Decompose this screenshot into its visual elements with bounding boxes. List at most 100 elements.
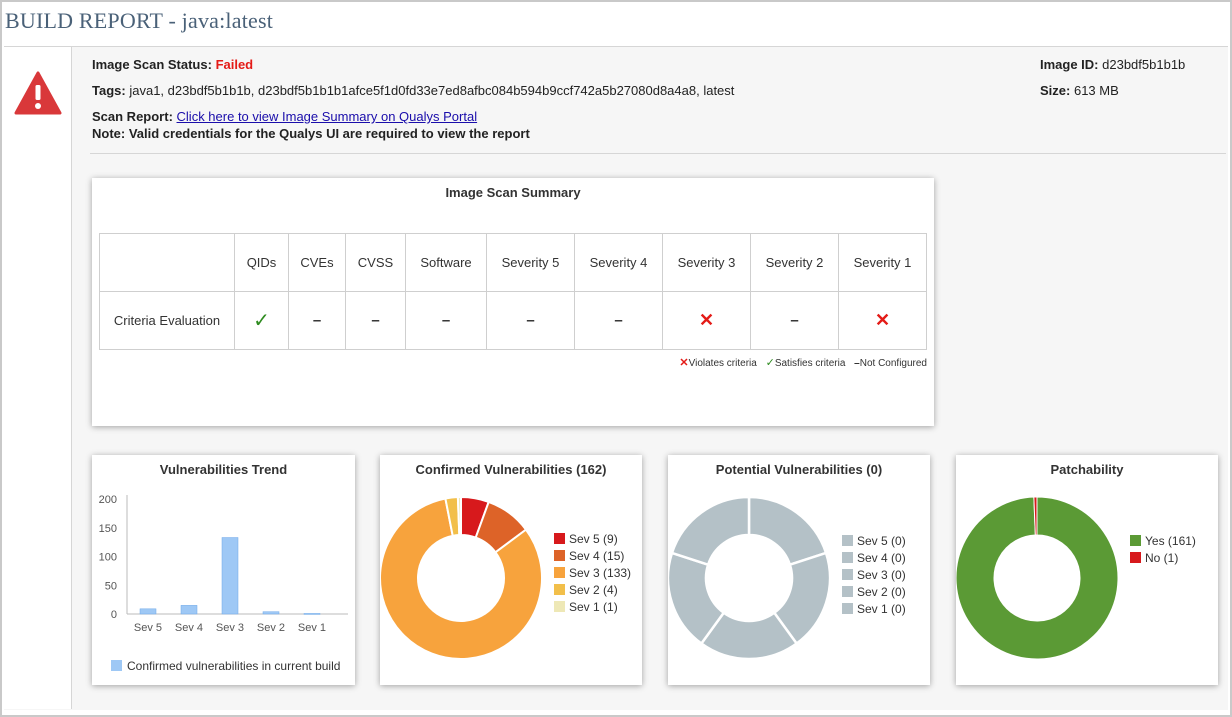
y-tick-label: 50 [105, 580, 117, 592]
cross-icon: ✕ [874, 310, 891, 330]
tags-row: Tags: java1, d23bdf5b1b1b, d23bdf5b1b1b1… [92, 83, 734, 98]
patchability-legend-item[interactable]: No (1) [1130, 551, 1196, 568]
legend-swatch [842, 603, 853, 614]
qualys-portal-link[interactable]: Click here to view Image Summary on Qual… [176, 109, 478, 124]
size-value: 613 MB [1073, 83, 1119, 98]
potential-slice[interactable] [670, 495, 751, 567]
legend-label: Sev 4 (15) [569, 549, 625, 563]
y-tick-label: 200 [99, 494, 117, 506]
trend-legend-swatch [111, 660, 122, 671]
patchability-legend: Yes (161) No (1) [1130, 534, 1196, 568]
scan-status-label: Image Scan Status: [92, 57, 212, 72]
confirmed-legend-item[interactable]: Sev 2 (4) [554, 583, 631, 600]
violates-icon: ✕ [679, 357, 689, 369]
check-icon: ✓ [253, 310, 270, 332]
scan-status-value: Failed [215, 57, 254, 72]
warning-icon [14, 71, 62, 115]
x-tick-label: Sev 1 [298, 622, 326, 634]
trend-bar[interactable] [303, 613, 321, 615]
dash-icon: – [526, 312, 535, 329]
criteria-table: QIDs CVEs CVSS Software Severity 5 Sever… [99, 233, 927, 350]
trend-bar[interactable] [180, 605, 198, 615]
credentials-note: Note: Valid credentials for the Qualys U… [92, 126, 530, 141]
legend-label: Sev 1 (0) [857, 602, 906, 616]
legend-swatch [842, 552, 853, 563]
legend-label: Sev 3 (133) [569, 566, 632, 580]
legend-swatch [554, 550, 565, 561]
image-id-row: Image ID: d23bdf5b1b1b [1040, 57, 1185, 72]
confirmed-slice[interactable] [380, 497, 543, 660]
x-tick-label: Sev 5 [134, 622, 162, 634]
trend-bar[interactable] [262, 611, 280, 615]
legend-swatch [842, 569, 853, 580]
size-label: Size: [1040, 83, 1071, 98]
potential-chart-title: Potential Vulnerabilities (0) [715, 462, 883, 477]
patchability-legend-item[interactable]: Yes (161) [1130, 534, 1196, 551]
confirmed-legend-item[interactable]: Sev 3 (133) [554, 566, 631, 583]
dash-icon: – [614, 312, 623, 329]
not-configured-label: Not Configured [859, 358, 927, 369]
col-severity-3: Severity 3 [662, 233, 751, 292]
dash-icon: – [312, 312, 322, 329]
potential-legend-item[interactable]: Sev 1 (0) [842, 602, 906, 619]
col-cvss: CVSS [345, 233, 406, 292]
patchability-slice[interactable] [956, 496, 1119, 660]
col-severity-2: Severity 2 [750, 233, 839, 292]
patchability-chart-card: Patchability Yes (161) No (1) [956, 455, 1218, 685]
confirmed-chart-title: Confirmed Vulnerabilities (162) [415, 462, 607, 477]
scan-summary-title: Image Scan Summary [445, 185, 581, 200]
col-qids: QIDs [234, 233, 289, 292]
x-tick-label: Sev 4 [175, 622, 203, 634]
violates-label: Violates criteria [688, 358, 757, 369]
potential-legend-item[interactable]: Sev 4 (0) [842, 551, 906, 568]
confirmed-legend-item[interactable]: Sev 4 (15) [554, 549, 631, 566]
page-title: BUILD REPORT - java:latest [5, 8, 274, 33]
legend-label: Sev 5 (9) [569, 532, 618, 546]
eval-cvss: – [345, 291, 406, 350]
potential-legend-item[interactable]: Sev 2 (0) [842, 585, 906, 602]
potential-legend-item[interactable]: Sev 3 (0) [842, 568, 906, 585]
potential-slice[interactable] [747, 495, 828, 567]
confirmed-chart-card: Confirmed Vulnerabilities (162) Sev 5 (9… [380, 455, 642, 685]
x-tick-label: Sev 2 [257, 622, 285, 634]
potential-legend-item[interactable]: Sev 5 (0) [842, 534, 906, 551]
potential-legend: Sev 5 (0) Sev 4 (0) Sev 3 (0) Sev 2 (0) Sev … [842, 534, 906, 619]
eval-severity-3: ✕ [662, 291, 751, 350]
trend-legend-label: Confirmed vulnerabilities in current bui… [127, 659, 340, 673]
confirmed-legend-item[interactable]: Sev 1 (1) [554, 600, 631, 617]
legend-swatch [554, 584, 565, 595]
eval-severity-1: ✕ [838, 291, 927, 350]
confirmed-slice[interactable] [456, 495, 462, 537]
not-configured-icon: – [854, 358, 860, 369]
eval-qids: ✓ [234, 291, 289, 350]
confirmed-legend: Sev 5 (9) Sev 4 (15) Sev 3 (133) Sev 2 (4) S… [554, 532, 631, 617]
y-tick-label: 0 [111, 609, 117, 621]
criteria-evaluation-row: Criteria Evaluation ✓ – – – – – ✕ – ✕ [99, 291, 927, 350]
scan-report-label: Scan Report: [92, 109, 173, 124]
eval-severity-2: – [750, 291, 839, 350]
col-severity-5: Severity 5 [486, 233, 575, 292]
confirmed-legend-item[interactable]: Sev 5 (9) [554, 532, 631, 549]
dash-icon: – [371, 312, 380, 329]
trend-chart-title: Vulnerabilities Trend [159, 462, 288, 477]
legend-swatch [842, 586, 853, 597]
scan-status-row: Image Scan Status: Failed [92, 57, 253, 72]
trend-bar[interactable] [221, 537, 239, 615]
criteria-header-blank [99, 233, 235, 292]
col-severity-4: Severity 4 [574, 233, 663, 292]
col-software: Software [405, 233, 487, 292]
legend-label: Sev 2 (4) [569, 583, 618, 597]
eval-severity-4: – [574, 291, 663, 350]
patchability-slice[interactable] [1033, 496, 1038, 536]
legend-label: No (1) [1145, 551, 1179, 565]
y-tick-label: 150 [99, 523, 117, 535]
x-tick-label: Sev 3 [216, 622, 244, 634]
tags-label: Tags: [92, 83, 126, 98]
image-id-value: d23bdf5b1b1b [1102, 57, 1186, 72]
trend-bar[interactable] [139, 608, 157, 615]
legend-label: Yes (161) [1145, 534, 1196, 548]
legend-label: Sev 1 (1) [569, 600, 618, 614]
legend-label: Sev 5 (0) [857, 534, 906, 548]
satisfies-label: Satisfies criteria [774, 358, 846, 369]
